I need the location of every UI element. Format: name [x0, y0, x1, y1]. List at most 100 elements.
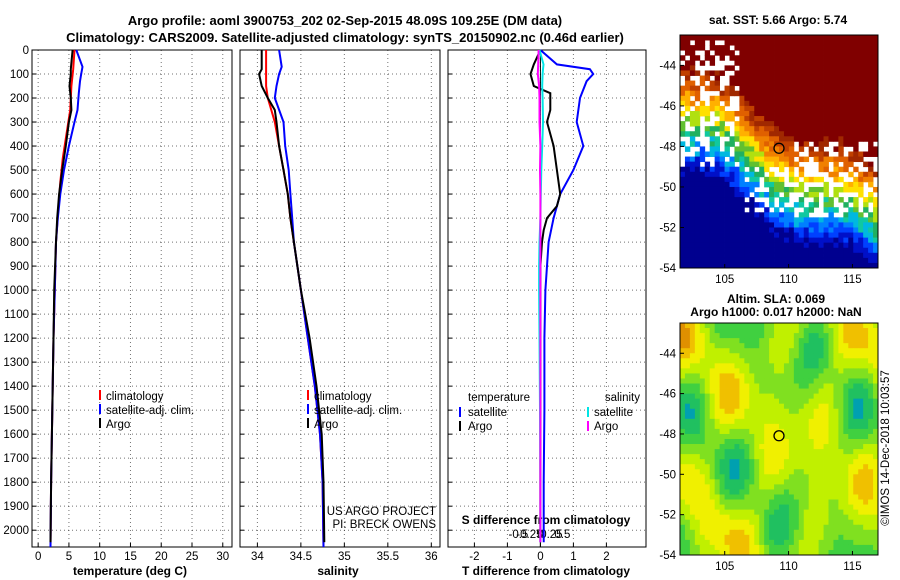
- map-cell: [868, 398, 874, 405]
- map-cell: [853, 514, 859, 521]
- map-cell: [803, 534, 810, 541]
- map-cell: [774, 464, 780, 470]
- map-cell: [704, 378, 711, 384]
- map-cell: [833, 504, 839, 511]
- map-cell: [689, 539, 696, 546]
- map-cell: [744, 549, 750, 556]
- map-cell: [818, 80, 824, 87]
- map-cell: [709, 474, 716, 480]
- map-cell: [719, 333, 725, 339]
- map-cell: [699, 348, 706, 354]
- map-cell: [803, 348, 810, 354]
- map-cell: [783, 504, 790, 511]
- map-cell: [813, 378, 819, 384]
- map-cell: [739, 519, 745, 526]
- map-cell: [803, 257, 810, 264]
- map-cell: [709, 262, 716, 269]
- map-cell: [873, 60, 879, 66]
- map-cell: [749, 156, 755, 163]
- map-cell: [803, 75, 810, 81]
- map-cell: [788, 333, 795, 339]
- map-cell: [714, 237, 720, 244]
- series-line-argo: [49, 49, 74, 543]
- map-cell: [779, 383, 785, 389]
- map-cell: [749, 383, 755, 389]
- map-cell: [848, 539, 854, 546]
- map-cell: [744, 353, 750, 359]
- map-cell: [759, 484, 765, 490]
- map-cell: [699, 232, 706, 239]
- map-cell: [848, 333, 854, 339]
- map-cell: [788, 161, 795, 168]
- map-cell: [739, 378, 745, 384]
- map-cell: [724, 413, 730, 420]
- map-cell: [764, 499, 770, 505]
- map-cell: [764, 151, 770, 157]
- map-cell: [833, 136, 839, 142]
- map-cell: [838, 65, 844, 71]
- map-cell: [704, 489, 711, 495]
- map-cell: [749, 378, 755, 384]
- map-cell: [689, 237, 696, 244]
- map-cell: [818, 534, 824, 541]
- map-cell: [744, 257, 750, 264]
- map-cell: [764, 237, 770, 244]
- map-cell: [724, 186, 730, 193]
- map-cell: [853, 393, 859, 400]
- map-cell: [858, 181, 864, 188]
- depth-tick-label: 1700: [3, 453, 29, 465]
- map-cell: [803, 514, 810, 521]
- map-cell: [818, 40, 824, 46]
- map-cell: [734, 156, 740, 163]
- map-cell: [704, 464, 711, 470]
- salinity-axes-frame: [239, 49, 441, 548]
- map-cell: [734, 55, 740, 61]
- map-cell: [680, 378, 686, 384]
- map-cell: [833, 333, 839, 339]
- map-cell: [744, 237, 750, 244]
- map-cell: [714, 363, 720, 369]
- map-cell: [813, 35, 819, 41]
- map-cell: [783, 232, 790, 239]
- map-cell: [774, 514, 780, 521]
- map-cell: [863, 328, 869, 334]
- map-cell: [719, 388, 725, 395]
- map-cell: [848, 484, 854, 490]
- map-cell: [863, 534, 869, 541]
- map-cell: [843, 75, 849, 81]
- map-cell: [769, 40, 775, 46]
- map-cell: [684, 398, 691, 405]
- map-cell: [813, 151, 819, 157]
- map-cell: [694, 539, 701, 546]
- map-cell: [759, 232, 765, 239]
- map-cell: [853, 70, 859, 76]
- map-cell: [853, 237, 859, 244]
- map-cell: [774, 373, 780, 379]
- map-cell: [803, 121, 810, 127]
- map-cell: [858, 539, 864, 546]
- map-cell: [818, 110, 824, 117]
- map-cell: [684, 403, 691, 410]
- map-cell: [749, 479, 755, 485]
- map-cell: [744, 55, 750, 61]
- map-cell: [853, 524, 859, 531]
- map-cell: [838, 343, 844, 349]
- map-cell: [868, 378, 874, 384]
- map-cell: [813, 489, 819, 495]
- map-cell: [833, 459, 839, 465]
- map-cell: [694, 323, 701, 329]
- map-cell: [828, 171, 834, 178]
- map-cell: [724, 444, 730, 450]
- map-cell: [689, 393, 696, 400]
- map-cell: [749, 423, 755, 430]
- map-cell: [734, 151, 740, 157]
- map-cell: [749, 227, 755, 233]
- map-cell: [808, 207, 815, 213]
- map-cell: [739, 343, 745, 349]
- map-cell: [863, 45, 869, 51]
- map-cell: [774, 126, 780, 132]
- map-cell: [684, 186, 691, 193]
- map-cell: [788, 368, 795, 374]
- map-cell: [798, 388, 805, 395]
- map-cell: [783, 100, 790, 107]
